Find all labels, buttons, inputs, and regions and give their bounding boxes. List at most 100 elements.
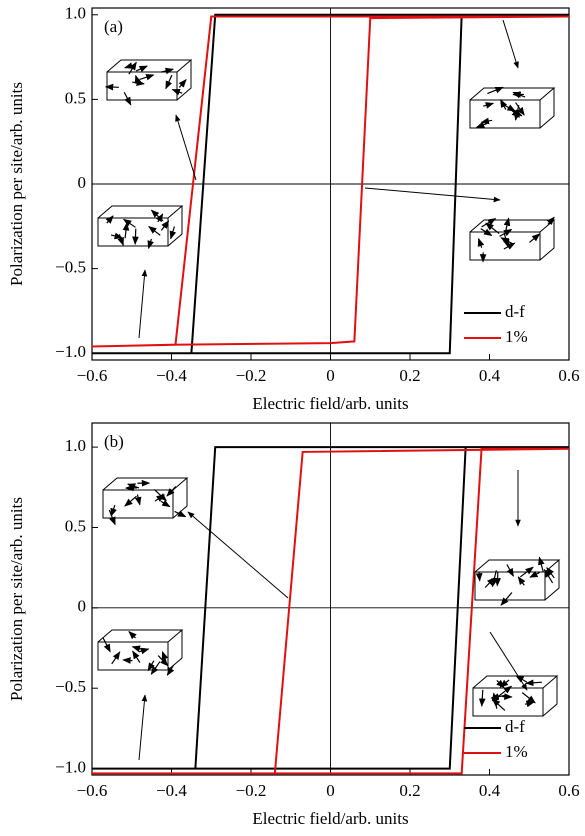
y-tick-label: 1.0: [65, 436, 86, 455]
spin-arrow: [169, 226, 177, 240]
spin-arrow: [481, 218, 497, 228]
y-tick-label: 0: [78, 173, 87, 192]
spin-arrow: [154, 494, 165, 502]
spin-arrow: [157, 655, 169, 667]
legend-label: d-f: [505, 717, 525, 736]
pointer-arrow: [175, 114, 197, 181]
spin-arrow: [160, 67, 174, 75]
x-axis-label: Electric field/arb. units: [252, 394, 408, 413]
spin-arrow: [110, 232, 123, 240]
inset-box: [106, 59, 193, 101]
spin-arrow: [124, 62, 136, 69]
spin-arrow: [503, 242, 516, 250]
spin-arrow: [478, 689, 486, 707]
y-tick-label: −0.5: [55, 677, 86, 696]
spin-arrow: [525, 679, 542, 687]
spin-arrow: [110, 504, 117, 517]
legend-label: 1%: [505, 742, 528, 761]
spin-arrow: [166, 664, 175, 676]
pointer-arrow: [364, 187, 501, 203]
spin-arrow: [515, 675, 528, 683]
spin-arrow: [155, 213, 164, 223]
pointer-arrow: [502, 19, 519, 69]
spin-arrow: [160, 220, 170, 231]
spin-arrow: [160, 499, 171, 508]
inset: [97, 629, 184, 676]
spin-arrow: [166, 486, 177, 497]
spin-arrow: [529, 233, 541, 243]
inset: [104, 59, 193, 106]
x-tick-label: 0: [326, 366, 335, 385]
spin-arrow: [148, 226, 161, 236]
loop-line: [92, 13, 569, 355]
spin-arrow: [124, 495, 137, 507]
spin-arrow: [153, 488, 167, 502]
inset-box: [469, 219, 556, 261]
x-tick-label: −0.2: [236, 781, 267, 800]
spin-arrow: [174, 510, 187, 518]
loop-line: [91, 15, 570, 348]
spin-arrow: [484, 577, 496, 588]
inset-box: [97, 629, 184, 671]
spin-arrow: [111, 651, 121, 665]
inset-box: [474, 559, 561, 601]
loop-line: [92, 446, 569, 770]
spin-arrow: [171, 89, 183, 96]
spin-arrow: [546, 566, 555, 579]
x-tick-label: −0.4: [156, 366, 187, 385]
spin-arrow: [108, 509, 116, 526]
y-tick-label: 0.5: [65, 516, 86, 535]
spin-arrow: [487, 86, 504, 95]
y-tick-label: 0.5: [65, 88, 86, 107]
y-tick-label: −0.5: [55, 258, 86, 277]
spin-arrow: [491, 698, 506, 711]
spin-arrow: [499, 228, 513, 237]
legend-label: 1%: [505, 327, 528, 346]
panel-label: (b): [104, 432, 124, 451]
x-tick-label: −0.2: [236, 366, 267, 385]
spin-arrow: [132, 650, 141, 663]
spin-arrow: [517, 576, 526, 586]
x-tick-label: 0.4: [479, 781, 501, 800]
spin-arrow: [490, 693, 507, 700]
pointer-arrow: [489, 631, 528, 691]
pointer-arrow: [187, 511, 289, 599]
spin-arrow: [475, 121, 488, 128]
spin-arrow: [135, 65, 148, 73]
spin-arrow: [512, 91, 526, 99]
spin-arrow: [139, 74, 155, 81]
y-tick-label: −1.0: [55, 757, 86, 776]
spin-arrow: [161, 650, 169, 662]
spin-arrow: [105, 215, 114, 224]
spin-arrow: [123, 218, 136, 228]
panel-label: (a): [104, 17, 123, 36]
legend-label: d-f: [505, 302, 525, 321]
spin-arrow: [127, 483, 140, 490]
spin-arrow: [500, 102, 516, 112]
spin-arrow: [524, 700, 535, 708]
inset: [474, 556, 561, 606]
inset: [472, 675, 559, 717]
spin-arrow: [480, 117, 493, 125]
spin-arrow: [475, 571, 483, 582]
spin-arrow: [483, 102, 495, 109]
x-tick-label: −0.6: [77, 781, 108, 800]
inset-box: [97, 205, 184, 247]
spin-arrow: [117, 234, 124, 247]
spin-arrow: [521, 692, 536, 704]
inset: [102, 477, 189, 526]
x-tick-label: 0.6: [558, 781, 579, 800]
spin-arrow: [165, 74, 173, 90]
spin-arrow: [515, 102, 525, 116]
spin-arrow: [543, 568, 554, 584]
spin-arrow: [134, 494, 142, 506]
x-tick-label: 0.6: [558, 366, 579, 385]
spin-arrow: [123, 91, 132, 106]
spin-arrow: [499, 679, 510, 688]
y-tick-label: 1.0: [65, 4, 86, 23]
spin-arrow: [519, 566, 534, 578]
spin-arrow: [147, 660, 155, 672]
spin-arrow: [477, 237, 485, 248]
x-axis-label: Electric field/arb. units: [252, 809, 408, 828]
